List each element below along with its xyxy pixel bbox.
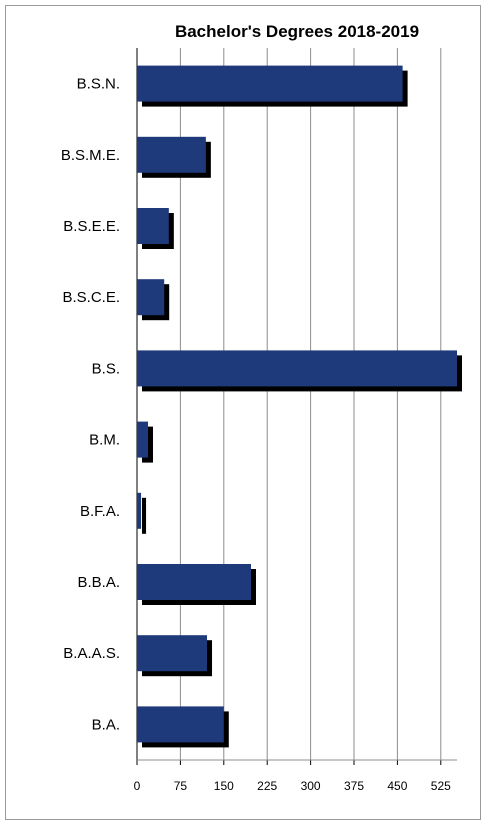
bar xyxy=(137,136,206,173)
category-label: B.B.A. xyxy=(77,574,120,591)
category-label: B.S.E.E. xyxy=(63,218,120,235)
x-tick-label: 375 xyxy=(344,779,364,793)
bar xyxy=(137,208,169,244)
category-label: B.M. xyxy=(89,432,120,449)
x-tick-label: 525 xyxy=(431,779,451,793)
chart-title: Bachelor's Degrees 2018-2019 xyxy=(174,22,420,41)
category-label: B.S.C.E. xyxy=(62,289,120,306)
x-tick-label: 300 xyxy=(301,779,321,793)
x-tick-label: 450 xyxy=(387,779,407,793)
category-label: B.F.A. xyxy=(80,503,120,520)
category-label: B.A.A.S. xyxy=(63,645,120,662)
bars xyxy=(137,65,462,748)
category-label: B.A. xyxy=(92,716,120,733)
category-label: B.S.N. xyxy=(77,76,120,93)
bar xyxy=(137,492,142,529)
category-label: B.S. xyxy=(92,360,120,377)
chart-frame xyxy=(5,5,481,820)
x-tick-label: 225 xyxy=(257,779,277,793)
grid-lines xyxy=(179,48,442,760)
x-tick-label: 75 xyxy=(174,779,188,793)
x-tick-label: 0 xyxy=(134,779,141,793)
bar xyxy=(137,65,403,102)
bar xyxy=(137,350,457,387)
category-label: B.S.M.E. xyxy=(61,147,120,164)
bar xyxy=(137,635,208,672)
bar xyxy=(137,421,148,458)
bar xyxy=(137,706,224,743)
x-axis-ticks: 0 75 150 225 300 375 450 525 xyxy=(134,759,457,793)
bar xyxy=(137,564,251,600)
category-labels: B.S.N. B.S.M.E. B.S.E.E. B.S.C.E. B.S. B.M. B.… xyxy=(61,76,120,734)
bar-shadow xyxy=(142,497,147,534)
x-tick-label: 150 xyxy=(214,779,234,793)
bar xyxy=(137,279,165,316)
